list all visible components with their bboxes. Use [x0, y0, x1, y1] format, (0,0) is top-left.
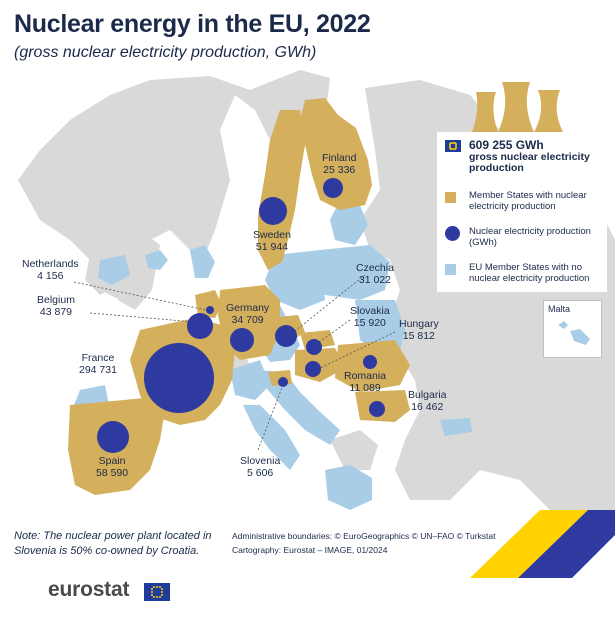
- flag-star: [158, 595, 161, 598]
- legend-total-value: 609 255 GWh: [469, 138, 544, 152]
- page-title: Nuclear energy in the EU, 2022: [14, 10, 371, 38]
- flag-star: [453, 147, 456, 150]
- corner-stripes: [470, 510, 615, 578]
- legend-no-nuclear-label: EU Member States with no nuclear electri…: [469, 262, 590, 284]
- bubble-spain: [97, 421, 129, 453]
- flag-star: [455, 145, 458, 147]
- label-bulgaria: Bulgaria 16 462: [408, 389, 447, 413]
- bubble-hungary: [305, 361, 321, 377]
- legend-total-caption: gross nuclear electricity production: [469, 151, 590, 174]
- malta-label: Malta: [548, 304, 571, 314]
- bubble-sweden: [259, 197, 287, 225]
- bubbles: [97, 178, 385, 453]
- label-slovakia: Slovakia 15 920: [350, 305, 390, 329]
- bubble-france: [144, 343, 214, 413]
- label-slovenia: Slovenia 5 606: [240, 455, 281, 479]
- flag-star: [454, 143, 457, 146]
- label-spain: Spain 58 590: [96, 455, 129, 479]
- flag-star: [448, 145, 451, 147]
- flag-star: [449, 146, 452, 149]
- legend-nuclear-label: Member States with nuclear electricity p…: [469, 190, 587, 212]
- footnote: Note: The nuclear power plant located in…: [14, 530, 212, 557]
- bubble-bulgaria: [369, 401, 385, 417]
- legend-swatch-no-nuclear: [445, 264, 456, 275]
- bubble-slovakia: [306, 339, 322, 355]
- bubble-czechia: [275, 325, 297, 347]
- credit-boundaries: Administrative boundaries: © EuroGeograp…: [232, 531, 496, 541]
- cooling-towers-icon: [470, 58, 572, 132]
- flag-star: [153, 586, 156, 589]
- malta-inset: Malta: [543, 300, 602, 358]
- bubble-finland: [323, 178, 343, 198]
- flag-star: [150, 591, 153, 593]
- eurostat-logo: eurostat: [48, 578, 130, 601]
- flag-star: [452, 141, 454, 144]
- bubble-belgium: [187, 313, 213, 339]
- flag-star: [160, 588, 163, 591]
- label-hungary: Hungary 15 812: [399, 318, 439, 342]
- bubble-germany: [230, 328, 254, 352]
- eu-flag-icon: [144, 583, 170, 601]
- eu-flag-icon: [445, 140, 461, 152]
- label-germany: Germany 34 709: [226, 302, 270, 326]
- flag-star: [161, 591, 164, 593]
- page-subtitle: (gross nuclear electricity production, G…: [14, 44, 317, 61]
- flag-star: [450, 142, 453, 145]
- label-sweden: Sweden 51 944: [253, 229, 291, 253]
- label-france: France 294 731: [79, 352, 117, 376]
- bubble-romania: [363, 355, 377, 369]
- flag-star: [156, 585, 158, 588]
- legend-swatch-bubble: [445, 226, 460, 241]
- flag-star: [151, 593, 154, 596]
- label-finland: Finland 25 336: [322, 152, 357, 176]
- label-romania: Romania 11 089: [344, 370, 387, 394]
- credit-cartography: Cartography: Eurostat – IMAGE, 01/2024: [232, 545, 388, 555]
- bubble-netherlands: [206, 306, 214, 314]
- label-czechia: Czechia 31 022: [356, 262, 394, 286]
- flag-star: [158, 586, 161, 589]
- flag-star: [454, 146, 457, 149]
- legend-bubble-label: Nuclear electricity production (GWh): [469, 226, 591, 248]
- malta-shape: [558, 321, 590, 345]
- label-belgium: Belgium 43 879: [37, 294, 75, 318]
- legend: 609 255 GWh gross nuclear electricity pr…: [437, 132, 607, 292]
- flag-star: [153, 595, 156, 598]
- label-netherlands: Netherlands 4 156: [22, 258, 79, 282]
- flag-star: [452, 148, 454, 151]
- legend-swatch-nuclear: [445, 192, 456, 203]
- flag-star: [156, 596, 158, 599]
- flag-star: [450, 147, 453, 150]
- flag-star: [449, 143, 452, 146]
- flag-star: [151, 588, 154, 591]
- flag-star: [160, 593, 163, 596]
- leader-lines: [73, 274, 396, 451]
- flag-star: [453, 142, 456, 145]
- bubble-slovenia: [278, 377, 288, 387]
